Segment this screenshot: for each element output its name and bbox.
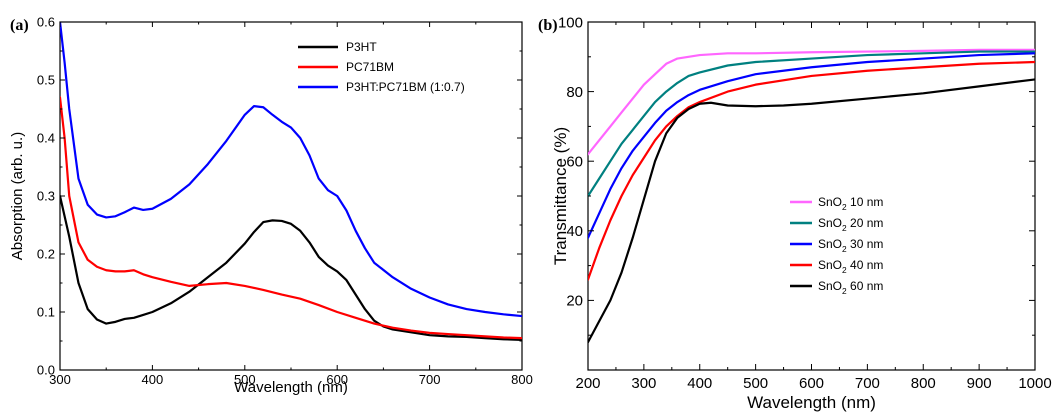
- legend-label: SnO2 40 nm: [818, 258, 883, 275]
- legend-label: SnO2 20 nm: [818, 216, 883, 233]
- series-line-2: [588, 50, 1035, 198]
- x-tick-label: 1000: [1018, 375, 1051, 392]
- x-tick-label: 400: [687, 375, 712, 392]
- series-line-3: [588, 52, 1035, 239]
- x-tick-label: 400: [142, 372, 164, 387]
- legend: P3HT PC71BM P3HT:PC71BM (1:0.7): [298, 40, 465, 94]
- y-tick-label: 0.3: [37, 189, 55, 204]
- y-axis-title: Transmittance (%): [551, 127, 570, 265]
- x-axis-title: Wavelength (nm): [234, 379, 348, 396]
- x-tick-label: 500: [743, 375, 768, 392]
- y-tick-label: 0.5: [37, 73, 55, 88]
- y-tick-label: 0.4: [37, 131, 55, 146]
- series-line-3: [60, 22, 522, 318]
- x-axis-title: Wavelength (nm): [747, 393, 876, 412]
- x-tick-label: 700: [855, 375, 880, 392]
- x-tick-label: 300: [631, 375, 656, 392]
- y-tick-label: 0.6: [37, 15, 55, 30]
- x-tick-label: 200: [575, 375, 600, 392]
- legend-label: P3HT: [346, 40, 377, 54]
- x-tick-label: 500: [234, 372, 256, 387]
- y-axis-title: Absorption (arb. u.): [9, 132, 26, 260]
- legend-label: P3HT:PC71BM (1:0.7): [346, 80, 465, 94]
- x-tick-label: 800: [911, 375, 936, 392]
- y-tick-label: 100: [558, 14, 583, 31]
- x-tick-label: 900: [967, 375, 992, 392]
- y-tick-label: 40: [566, 223, 583, 240]
- legend: SnO2 10 nm SnO2 20 nm SnO2 30 nm SnO2 40 nm…: [790, 195, 883, 296]
- panel-label: (a): [10, 17, 29, 34]
- x-tick-label: 300: [49, 372, 71, 387]
- series-line-1: [60, 194, 522, 341]
- series-line-1: [588, 48, 1035, 156]
- x-tick-label: 700: [419, 372, 441, 387]
- legend-label: SnO2 10 nm: [818, 195, 883, 212]
- x-tick-label: 600: [326, 372, 348, 387]
- series-line-5: [588, 78, 1035, 344]
- chart-panel-a: 300 400 500 600 700 800 0.0 0.1 0.2 0.3 0.4 0.5 0.6 W…: [9, 15, 533, 396]
- y-tick-label: 0.2: [37, 247, 55, 262]
- legend-label: PC71BM: [346, 60, 394, 74]
- panel-label: (b): [538, 17, 558, 34]
- legend-label: SnO2 30 nm: [818, 237, 883, 254]
- x-tick-label: 800: [511, 372, 533, 387]
- legend-label: SnO2 60 nm: [818, 279, 883, 296]
- y-tick-label: 60: [566, 153, 583, 170]
- series-line-2: [60, 96, 522, 340]
- x-tick-label: 600: [799, 375, 824, 392]
- series-line-4: [588, 60, 1035, 281]
- y-tick-label: 0.1: [37, 305, 55, 320]
- chart-panel-b: 200 300 400 500 600 700 800 900 1000 20 40 60 80 100 W…: [538, 14, 1052, 412]
- y-tick-label: 80: [566, 84, 583, 101]
- y-tick-label: 0.0: [37, 363, 55, 378]
- y-tick-label: 20: [566, 293, 583, 310]
